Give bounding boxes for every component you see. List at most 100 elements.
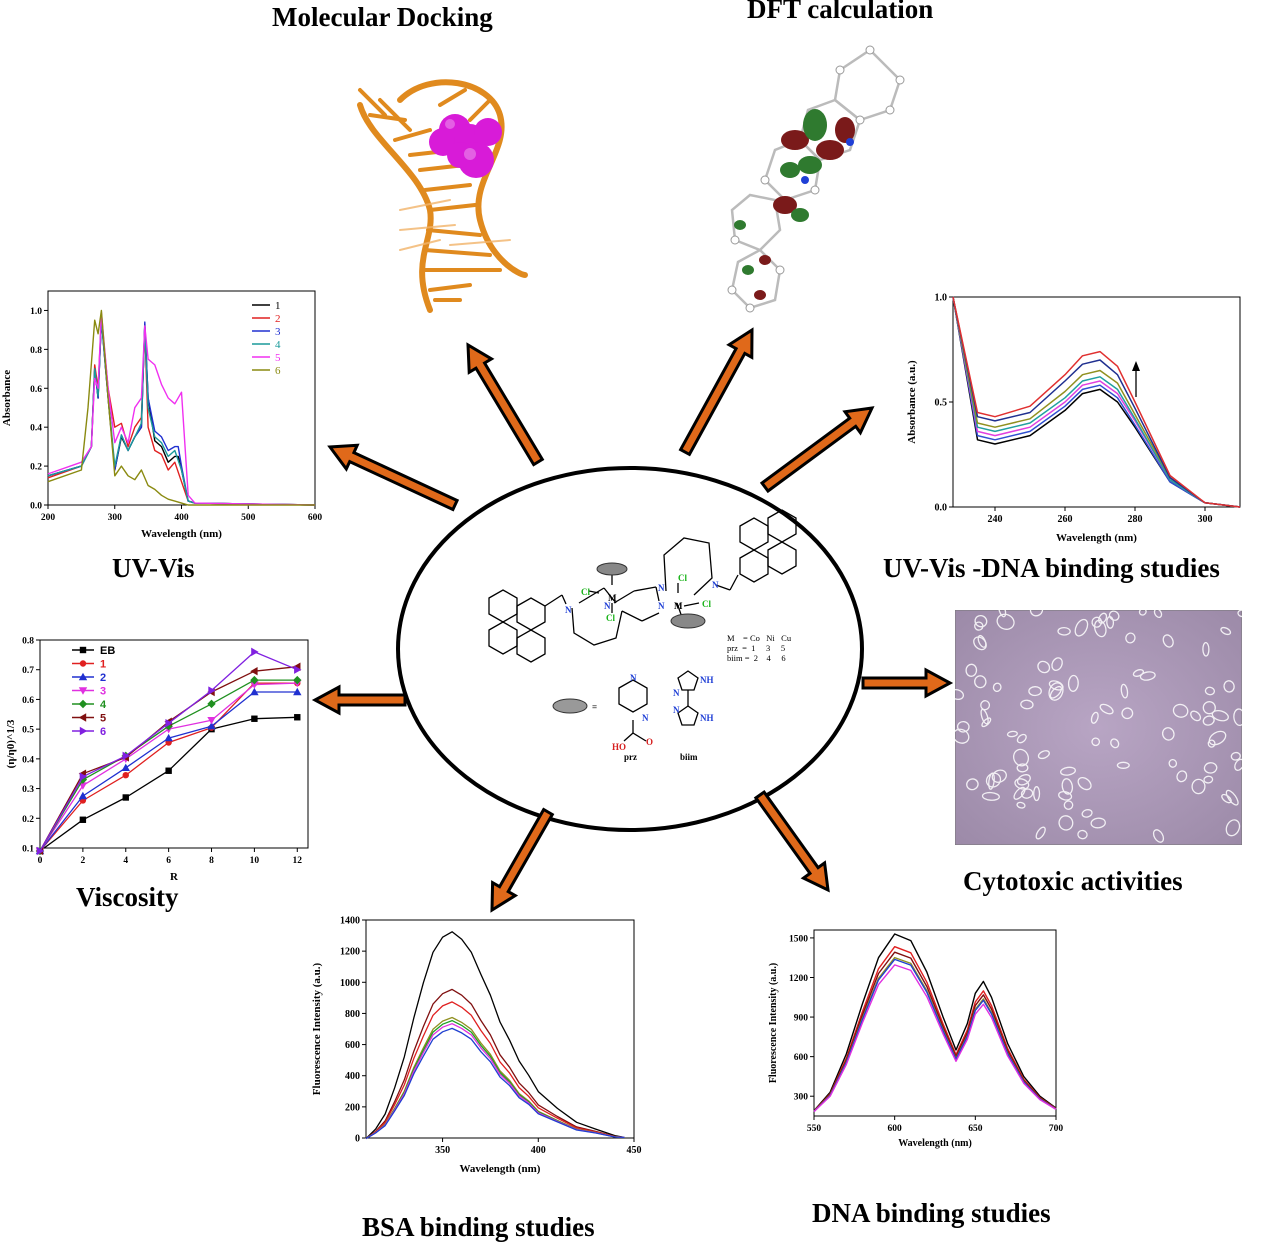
complex-table-row-2: prz = 1 3 5: [727, 643, 785, 653]
ho-label: HO: [612, 742, 626, 752]
series-line-3: [39, 682, 298, 852]
cell: [965, 663, 978, 677]
data-point: [121, 763, 130, 771]
x-tick-label: 400: [531, 1145, 546, 1156]
x-tick-label: 350: [435, 1145, 450, 1156]
series-line-1: [39, 682, 298, 852]
arrow-5: [311, 684, 407, 716]
legend-label: 3: [275, 326, 281, 338]
x-tick-label: 200: [41, 513, 56, 523]
cell: [1057, 626, 1071, 636]
y-tick-label: 0.7: [22, 666, 34, 676]
y-tick-label: 0.6: [30, 385, 42, 395]
plot-frame: [952, 296, 1241, 508]
y-tick-label: 0.2: [30, 463, 42, 473]
x-tick-label: 240: [988, 514, 1003, 525]
series-line-b: [813, 946, 1057, 1112]
cell: [974, 614, 988, 628]
legend-label: 1: [275, 300, 281, 312]
uvvis-chart: 200 300 400 500 600 0.0 0.2 0.4 0.6 0.8 1.0 Wavelen…: [1, 290, 322, 540]
plot-frame: [813, 929, 1057, 1117]
arrow-1: [466, 342, 545, 467]
n-label-biim-1: N: [673, 688, 680, 698]
cell: [1225, 789, 1239, 806]
cell: [1074, 618, 1089, 637]
data-point: [207, 699, 216, 709]
y-tick-label: 0.3: [22, 785, 34, 795]
cell: [1237, 610, 1242, 618]
data-point: [79, 646, 87, 654]
series-line-e: [813, 958, 1057, 1112]
y-tick-label: 1400: [340, 916, 360, 927]
cell: [1016, 774, 1031, 786]
cell: [1121, 707, 1134, 720]
o-label: O: [646, 737, 653, 747]
cell: [977, 634, 987, 648]
viscosity-chart: 0 2 4 6 8 10 120.10.20.30.40.50.60.70.8R(η/η0)…: [5, 637, 309, 883]
data-point: [294, 714, 301, 721]
cell: [1093, 619, 1107, 638]
data-point: [79, 772, 88, 781]
series-line-f: [952, 296, 1241, 508]
cell: [1029, 610, 1044, 617]
cell: [1162, 634, 1174, 648]
series-line-6: [39, 651, 298, 852]
prz-label: prz: [624, 752, 637, 762]
y-tick-label: 0.8: [22, 637, 34, 647]
data-point: [79, 816, 87, 823]
x-tick-label: 12: [293, 856, 303, 866]
n-label-3: N: [658, 601, 665, 611]
data-point: [207, 721, 216, 730]
cell: [1139, 671, 1156, 681]
cytotoxicity-micrograph: [955, 610, 1242, 845]
data-point: [79, 660, 87, 667]
legend-label: 5: [100, 713, 106, 725]
cell: [1016, 763, 1029, 773]
cell: [1037, 750, 1050, 760]
data-point: [250, 667, 258, 676]
cell: [1098, 612, 1108, 624]
cell: [974, 675, 987, 689]
cell: [1132, 669, 1145, 677]
cell: [1028, 686, 1042, 697]
x-tick-label: 300: [1198, 514, 1213, 525]
caption-bsa-binding: BSA binding studies: [362, 1212, 595, 1242]
x-tick-label: 650: [968, 1124, 983, 1134]
caption-uv-vis-dna: UV-Vis -DNA binding studies: [883, 553, 1220, 583]
legend-label: 3: [100, 686, 106, 698]
legend-label: 6: [275, 365, 281, 377]
x-tick-label: 260: [1058, 514, 1073, 525]
legend-label: 2: [100, 672, 106, 684]
cell: [955, 728, 970, 744]
legend-label: 4: [275, 339, 281, 351]
cell: [1202, 641, 1210, 657]
legend-label: 6: [100, 726, 106, 738]
caption-uv-vis: UV-Vis: [112, 553, 195, 583]
cell: [1203, 762, 1218, 774]
cell: [1016, 733, 1027, 744]
cell: [981, 717, 992, 728]
cell: [1033, 786, 1041, 802]
n-label-prz-1: N: [630, 673, 637, 683]
y-tick-label: 0.1: [22, 845, 34, 855]
n-label-2: N: [604, 601, 611, 611]
cell: [992, 682, 1002, 693]
dft-orbital-image: [727, 45, 905, 313]
cell: [1138, 610, 1147, 616]
cell: [1020, 699, 1034, 710]
series-line-c: [952, 296, 1241, 508]
legend-label: 1: [100, 659, 106, 671]
legend-label: 2: [275, 313, 281, 325]
series-line-f: [365, 1023, 625, 1140]
cell: [1233, 708, 1242, 727]
series-line-e: [952, 296, 1241, 508]
y-tick-label: 1.0: [30, 307, 42, 317]
y-tick-label: 0: [355, 1134, 360, 1145]
data-point: [122, 772, 129, 779]
y-tick-label: 200: [345, 1102, 360, 1113]
cell: [980, 708, 989, 725]
series-line-4: [39, 679, 298, 852]
biim-label: biim: [680, 752, 698, 762]
data-point: [293, 687, 302, 696]
y-tick-label: 0.0: [30, 502, 42, 512]
